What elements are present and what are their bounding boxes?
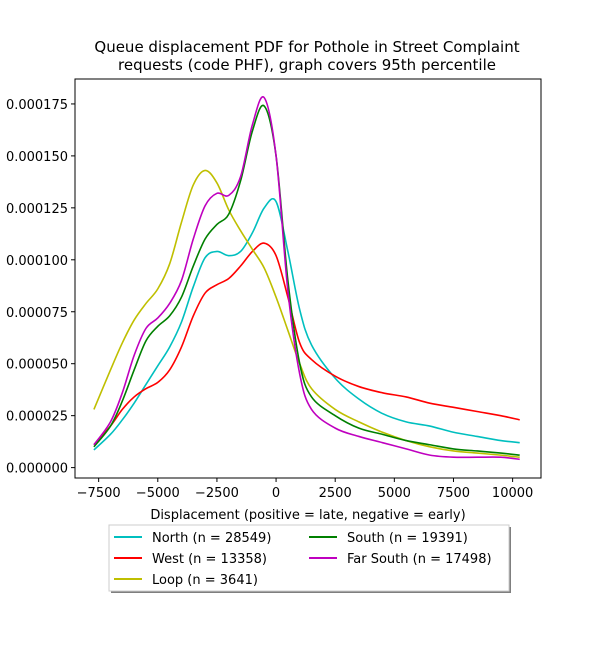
y-axis: 0.000000 0.000025 0.000050 0.000075 0.000100…: [6, 98, 75, 477]
series-line-2: [93, 242, 520, 446]
x-tick-label: −2500: [195, 486, 239, 501]
x-tick-label: −7500: [77, 486, 121, 501]
legend-label: Loop (n = 3641): [152, 573, 258, 588]
series-line-5: [93, 96, 520, 461]
y-tick-label: 0.000025: [6, 410, 68, 425]
x-tick-label: 10000: [492, 486, 533, 501]
x-axis: −7500 −5000 −2500 0 2500 5000 7500 10000: [77, 478, 533, 501]
legend-label: Far South (n = 17498): [347, 552, 492, 567]
series-line-1: [93, 197, 520, 451]
x-tick-label: 2500: [319, 486, 352, 501]
legend-label: North (n = 28549): [152, 531, 271, 546]
x-axis-label: Displacement (positive = late, negative …: [150, 508, 465, 523]
legend-label: South (n = 19391): [347, 531, 468, 546]
y-tick-label: 0.000150: [6, 150, 68, 165]
legend: North (n = 28549) West (n = 13358) Loop (n…: [108, 524, 511, 593]
y-tick-label: 0.000175: [6, 98, 68, 113]
y-tick-label: 0.000100: [6, 254, 68, 269]
x-tick-label: −5000: [136, 486, 180, 501]
x-tick-label: 0: [272, 486, 280, 501]
x-tick-label: 5000: [378, 486, 411, 501]
y-tick-label: 0.000000: [6, 462, 68, 477]
chart-title-line: Queue displacement PDF for Pothole in St…: [94, 38, 519, 56]
chart-title-line: requests (code PHF), graph covers 95th p…: [118, 56, 496, 74]
x-tick-label: 7500: [437, 486, 470, 501]
series-lines: [93, 96, 520, 461]
y-tick-label: 0.000075: [6, 306, 68, 321]
y-tick-label: 0.000125: [6, 202, 68, 217]
series-line-3: [93, 169, 520, 459]
plot-frame: [74, 78, 542, 479]
series-line-4: [93, 104, 520, 456]
chart-title: Queue displacement PDF for Pothole in St…: [94, 38, 519, 74]
legend-label: West (n = 13358): [152, 552, 267, 567]
y-tick-label: 0.000050: [6, 358, 68, 373]
